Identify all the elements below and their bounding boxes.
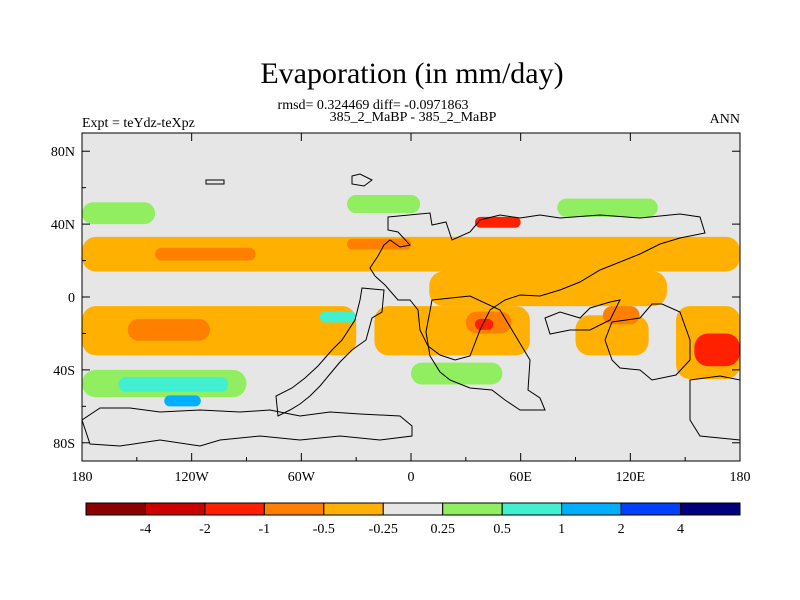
- region-s-ocean-blue: [164, 395, 201, 407]
- coastline-6: [82, 407, 413, 447]
- x-tick-label: 120W: [175, 470, 210, 485]
- case-line: 385_2_MaBP - 385_2_MaBP: [330, 110, 497, 125]
- y-tick-label: 40S: [53, 364, 75, 379]
- region-s-subtropics-orange: [82, 306, 357, 356]
- region-n-subtropics-orange: [82, 236, 740, 272]
- region-n-pacific-orange-center: [155, 247, 256, 261]
- colorbar-label: 0.5: [493, 522, 511, 537]
- coastline-3: [275, 287, 385, 417]
- region-indian-red: [474, 318, 494, 330]
- colorbar-label: -4: [140, 522, 152, 537]
- stats-line: rmsd= 0.324469 diff= -0.0971863: [278, 98, 469, 113]
- region-n-pacific-green: [82, 202, 156, 225]
- region-s-pacific-orange: [127, 318, 210, 341]
- colorbar-label: -1: [259, 522, 271, 537]
- colorbar-box: [680, 502, 741, 516]
- chart-title: Evaporation (in mm/day): [260, 57, 563, 90]
- season-label: ANN: [710, 112, 740, 127]
- coastline-1: [369, 212, 706, 361]
- colorbar-label: 2: [618, 522, 625, 537]
- colorbar-label: 4: [677, 522, 684, 537]
- colorbar-label: 1: [558, 522, 565, 537]
- coastline-5: [544, 299, 621, 335]
- colorbar-box: [620, 502, 682, 516]
- region-s-indian-orange: [575, 315, 649, 356]
- colorbar-box: [85, 502, 146, 516]
- region-asia-green: [557, 198, 658, 217]
- y-tick-label: 80S: [53, 437, 75, 452]
- colorbar-box: [442, 502, 503, 516]
- x-tick-label: 180: [72, 470, 93, 485]
- colorbar-label: 0.25: [430, 522, 455, 537]
- region-n-atlantic-orange: [347, 238, 411, 250]
- region-se-pacific-red: [694, 333, 740, 367]
- y-tick-label: 0: [68, 291, 75, 306]
- x-axis: 180 120W 60W 0 60E 120E 180: [72, 133, 751, 485]
- colorbar-box: [263, 502, 325, 516]
- coastline-9: [205, 179, 225, 185]
- x-tick-label: 0: [408, 470, 415, 485]
- coastline-2: [425, 295, 546, 411]
- y-tick-label: 40N: [51, 218, 75, 233]
- continent-outlines: [82, 173, 740, 447]
- colorbar-label: -2: [199, 522, 211, 537]
- colorbar-box: [561, 502, 622, 516]
- colorbar: -4 -2 -1 -0.5 -0.25 0.25 0.5 1 2 4: [85, 502, 741, 537]
- colorbar-box: [323, 502, 384, 516]
- region-mideast-red: [474, 216, 521, 228]
- y-axis: 80N 40N 0 40S 80S: [51, 145, 740, 452]
- x-tick-label: 180: [730, 470, 751, 485]
- x-tick-label: 60E: [509, 470, 532, 485]
- region-mid-atlantic-teal: [319, 311, 357, 323]
- colorbar-box: [382, 502, 444, 516]
- coastline-8: [351, 173, 373, 187]
- y-tick-label: 80N: [51, 145, 75, 160]
- colorbar-label: -0.5: [313, 522, 335, 537]
- coastline-4: [604, 303, 691, 381]
- x-tick-label: 120E: [616, 470, 646, 485]
- region-s-atlantic-green: [411, 362, 503, 385]
- colorbar-label: -0.25: [369, 522, 398, 537]
- coastline-7: [689, 375, 740, 441]
- region-indonesia-orange: [602, 306, 640, 325]
- region-s-ocean-teal: [118, 377, 229, 392]
- region-equator-n-orange: [429, 271, 667, 307]
- colorbar-box: [144, 502, 206, 516]
- contour-regions: [82, 194, 740, 407]
- x-tick-label: 60W: [288, 470, 316, 485]
- experiment-label: Expt = teYdz-teXpz: [82, 116, 195, 131]
- colorbar-box: [204, 502, 265, 516]
- colorbar-box: [501, 502, 563, 516]
- region-n-atlantic-green: [347, 194, 421, 214]
